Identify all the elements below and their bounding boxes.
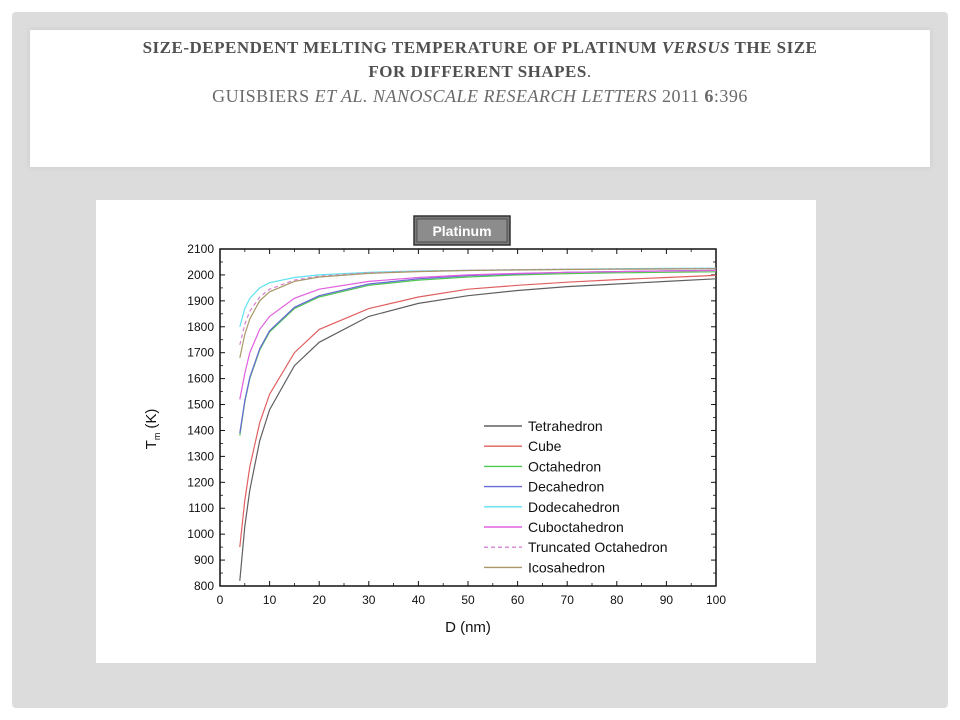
title-line-1-text: SIZE-DEPENDENT MELTING TEMPERATURE OF PL… [142, 38, 662, 57]
citation-year: 2011 [657, 86, 705, 106]
legend-label-cuboctahedron: Cuboctahedron [528, 519, 624, 535]
citation-line: GUISBIERS ET AL. NANOSCALE RESEARCH LETT… [38, 84, 922, 108]
citation-author: GUISBIERS [212, 86, 315, 106]
series-line-tetrahedron [239, 278, 717, 581]
y-axis-label: Tm (K) [143, 409, 162, 450]
x-tick-label: 0 [217, 593, 224, 607]
title-line-2-text: FOR DIFFERENT SHAPES [368, 62, 587, 81]
legend-label-octahedron: Octahedron [528, 458, 601, 474]
title-line-2: FOR DIFFERENT SHAPES. [38, 60, 922, 84]
title-line-1-end: THE SIZE [730, 38, 818, 57]
legend-label-dodecahedron: Dodecahedron [528, 499, 620, 515]
legend-label-truncated-octahedron: Truncated Octahedron [528, 539, 668, 555]
x-tick-label: 40 [412, 593, 426, 607]
y-tick-label: 1800 [187, 320, 214, 334]
y-axis-label-main: T [143, 440, 160, 449]
y-tick-label: 2000 [187, 268, 214, 282]
svg-text:Tm(K): Tm (K) [143, 409, 162, 450]
slide-title: SIZE-DEPENDENT MELTING TEMPERATURE OF PL… [38, 36, 922, 108]
y-tick-label: 1900 [187, 294, 214, 308]
chart-figure: 800 900 1000 1100 1200 1300 1400 1500 1600 1700 18… [96, 200, 816, 663]
series-line-octahedron [239, 271, 717, 436]
y-tick-label: 1700 [187, 346, 214, 360]
y-tick-label: 2100 [187, 242, 214, 256]
y-tick-label: 1000 [187, 527, 214, 541]
y-tick-label: 1600 [187, 372, 214, 386]
y-tick-label: 1500 [187, 398, 214, 412]
title-line-1: SIZE-DEPENDENT MELTING TEMPERATURE OF PL… [38, 36, 922, 60]
y-tick-label: 1300 [187, 449, 214, 463]
x-tick-label: 80 [610, 593, 624, 607]
y-tick-label: 1400 [187, 423, 214, 437]
series-line-truncated-octahedron [239, 267, 717, 346]
title-versus: VERSUS [661, 38, 731, 57]
y-axis-label-unit: (K) [143, 409, 160, 429]
x-tick-label: 50 [461, 593, 475, 607]
x-tick-label: 90 [660, 593, 674, 607]
y-tick-label: 800 [194, 579, 214, 593]
citation-page: :396 [713, 86, 748, 106]
legend-label-cube: Cube [528, 438, 562, 454]
x-tick-label: 100 [706, 593, 726, 607]
citation-volume: 6 [704, 86, 714, 106]
x-tick-label: 10 [263, 593, 277, 607]
legend-label-decahedron: Decahedron [528, 479, 604, 495]
x-tick-label: 20 [313, 593, 327, 607]
x-axis-label: D (nm) [445, 619, 491, 636]
chart-title: Platinum [432, 223, 491, 239]
series-line-icosahedron [239, 268, 717, 359]
title-line-2-period: . [586, 62, 592, 81]
chart-title-badge-inner [416, 218, 508, 243]
legend-label-tetrahedron: Tetrahedron [528, 418, 603, 434]
x-tick-label: 70 [561, 593, 575, 607]
melting-temperature-chart: 8009001000110012001300140015001600170018… [143, 215, 726, 636]
y-axis-label-sub: m [152, 433, 162, 441]
series-line-cube [239, 274, 717, 548]
x-tick-label: 60 [511, 593, 525, 607]
y-tick-label: 900 [194, 553, 214, 567]
series-line-cuboctahedron [239, 269, 717, 400]
y-tick-label: 1100 [188, 501, 214, 515]
title-box [30, 30, 930, 167]
x-tick-label: 30 [362, 593, 376, 607]
legend-label-icosahedron: Icosahedron [528, 559, 605, 575]
y-tick-label: 1200 [187, 475, 214, 489]
citation-journal: ET AL. NANOSCALE RESEARCH LETTERS [314, 86, 658, 106]
plot-area-frame [219, 248, 717, 587]
